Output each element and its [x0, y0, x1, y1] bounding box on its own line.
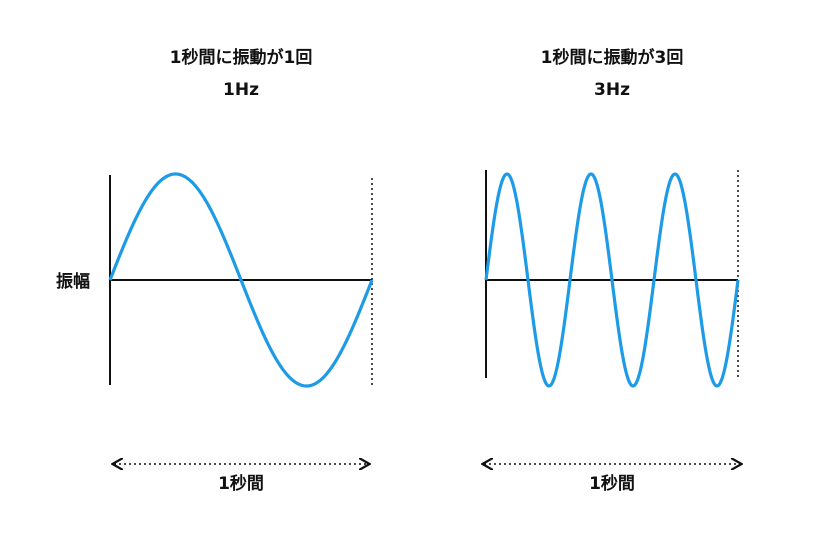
- duration-label: 1秒間: [218, 473, 264, 494]
- panel-title: 1秒間に振動が1回: [170, 47, 313, 68]
- sine-wave: [108, 172, 374, 388]
- panel-title: 1秒間に振動が3回: [541, 47, 684, 68]
- frequency-label: 1Hz: [223, 80, 259, 100]
- frequency-label: 3Hz: [594, 80, 630, 100]
- sine-wave: [484, 172, 740, 388]
- duration-label: 1秒間: [589, 473, 635, 494]
- amplitude-label: 振幅: [56, 271, 90, 292]
